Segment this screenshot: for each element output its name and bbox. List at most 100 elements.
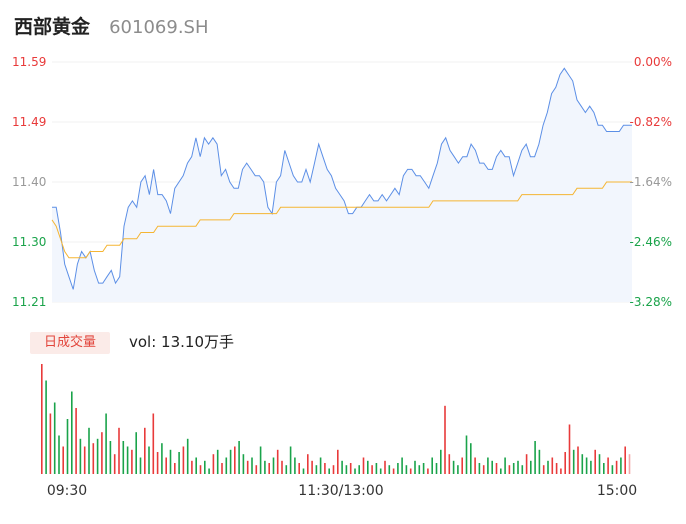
volume-bar bbox=[135, 432, 137, 474]
volume-bar bbox=[418, 465, 421, 474]
volume-bar bbox=[401, 457, 403, 474]
volume-bar bbox=[465, 435, 468, 474]
volume-bar bbox=[122, 441, 125, 474]
volume-bar bbox=[495, 463, 498, 474]
volume-bar bbox=[345, 465, 348, 474]
volume-bar bbox=[324, 463, 326, 474]
volume-bar bbox=[362, 457, 365, 474]
volume-bar bbox=[186, 438, 189, 474]
volume-bar bbox=[474, 457, 476, 474]
volume-bar bbox=[259, 446, 262, 474]
volume-bar bbox=[216, 449, 219, 474]
volume-bar bbox=[276, 449, 279, 474]
volume-bar bbox=[555, 463, 558, 474]
volume-bar bbox=[41, 364, 43, 474]
volume-bar bbox=[409, 468, 412, 474]
stock-header: 西部黄金 601069.SH bbox=[14, 12, 209, 42]
volume-bar bbox=[379, 468, 382, 474]
volume-bar bbox=[341, 460, 343, 474]
volume-bar bbox=[328, 468, 330, 474]
volume-bar bbox=[444, 405, 446, 474]
volume-bar bbox=[178, 452, 180, 474]
volume-bar bbox=[311, 460, 313, 474]
volume-bar bbox=[208, 468, 210, 474]
volume-bar bbox=[126, 446, 129, 474]
volume-bar bbox=[268, 463, 270, 474]
percent-axis: 0.00% -0.82% -1.64% -2.46% -3.28% bbox=[630, 55, 672, 309]
volume-bar bbox=[88, 427, 90, 474]
price-area-fill bbox=[52, 68, 632, 302]
percent-tick-label: 0.00% bbox=[634, 55, 672, 69]
volume-bar bbox=[392, 468, 395, 474]
stock-code: 601069.SH bbox=[109, 17, 209, 38]
volume-bar bbox=[272, 457, 275, 474]
volume-bar bbox=[229, 449, 232, 474]
volume-bar bbox=[246, 460, 249, 474]
volume-bar bbox=[452, 460, 455, 474]
percent-tick-label: -1.64% bbox=[630, 175, 672, 189]
volume-bar bbox=[405, 465, 408, 474]
volume-bar bbox=[461, 457, 463, 474]
time-tick-label: 15:00 bbox=[597, 483, 637, 499]
volume-bar bbox=[79, 438, 82, 474]
volume-bar bbox=[75, 408, 77, 474]
volume-bar bbox=[113, 454, 116, 474]
volume-bar bbox=[470, 443, 472, 474]
price-axis: 11.59 11.49 11.40 11.30 11.21 bbox=[12, 55, 46, 309]
volume-bar bbox=[118, 427, 120, 474]
volume-bar bbox=[534, 441, 536, 474]
volume-bar bbox=[517, 460, 519, 474]
volume-bar bbox=[332, 465, 335, 474]
volume-bar bbox=[349, 463, 352, 474]
volume-bar bbox=[611, 465, 614, 474]
volume-bar bbox=[251, 457, 253, 474]
volume-bar bbox=[397, 463, 399, 474]
volume-bar bbox=[521, 465, 524, 474]
volume-bar bbox=[174, 463, 176, 474]
volume-bar bbox=[581, 454, 584, 474]
volume-bar bbox=[337, 449, 339, 474]
volume-bar bbox=[491, 460, 493, 474]
volume-bar bbox=[607, 457, 609, 474]
volume-bar bbox=[508, 465, 511, 474]
price-tick-label: 11.40 bbox=[12, 175, 46, 189]
volume-bar bbox=[530, 460, 532, 474]
volume-bar bbox=[547, 460, 549, 474]
percent-tick-label: -3.28% bbox=[630, 295, 672, 309]
volume-bar bbox=[478, 463, 481, 474]
volume-bar bbox=[281, 460, 283, 474]
volume-bar bbox=[109, 441, 112, 474]
volume-bar bbox=[152, 413, 155, 474]
percent-tick-label: -2.46% bbox=[630, 235, 672, 249]
price-tick-label: 11.49 bbox=[12, 115, 46, 129]
price-tick-label: 11.21 bbox=[12, 295, 46, 309]
volume-bar bbox=[289, 446, 292, 474]
volume-bar bbox=[367, 460, 369, 474]
volume-bar bbox=[500, 468, 502, 474]
volume-bar bbox=[169, 449, 172, 474]
volume-bar bbox=[139, 457, 142, 474]
volume-bar bbox=[512, 463, 515, 474]
volume-bar bbox=[564, 452, 566, 474]
volume-bar bbox=[242, 454, 245, 474]
volume-bar bbox=[199, 465, 202, 474]
volume-bar bbox=[105, 413, 107, 474]
volume-bar bbox=[49, 413, 52, 474]
volume-bar bbox=[551, 457, 554, 474]
volume-bar bbox=[448, 454, 451, 474]
volume-bar bbox=[234, 446, 236, 474]
percent-tick-label: -0.82% bbox=[630, 115, 672, 129]
volume-bar bbox=[45, 380, 47, 474]
price-line bbox=[52, 67, 632, 290]
volume-bar bbox=[620, 457, 622, 474]
volume-bar bbox=[590, 460, 592, 474]
volume-bar bbox=[615, 460, 618, 474]
volume-bar bbox=[594, 449, 596, 474]
volume-bar bbox=[358, 465, 360, 474]
time-tick-label: 09:30 bbox=[47, 483, 87, 499]
volume-badge[interactable]: 日成交量 bbox=[30, 332, 110, 354]
volume-bar bbox=[538, 449, 541, 474]
volume-bar bbox=[264, 460, 266, 474]
volume-bar bbox=[577, 446, 579, 474]
